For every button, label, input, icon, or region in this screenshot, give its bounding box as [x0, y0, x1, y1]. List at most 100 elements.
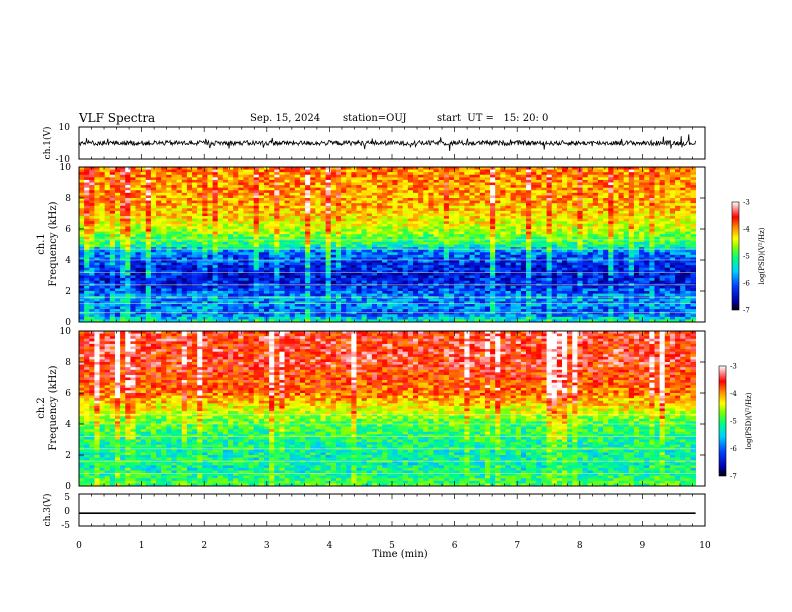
ch1-spectrogram-cell	[479, 319, 486, 323]
ch1-spectrogram-cell	[109, 192, 116, 196]
ch1-spectrogram-cell	[305, 221, 311, 225]
ch1-spectrogram-cell	[366, 254, 373, 258]
ch1-spectrogram-cell	[423, 239, 429, 243]
ch1-spectrogram-cell	[428, 280, 434, 284]
ch1-spectrogram-cell	[397, 247, 404, 251]
ch1-spectrogram-cell	[212, 239, 219, 243]
ch1-spectrogram-cell	[495, 291, 501, 294]
ch1-spectrogram-cell	[356, 244, 363, 248]
ch1-spectrogram-cell	[382, 252, 388, 256]
ch1-spectrogram-cell	[238, 267, 244, 271]
ch1-spectrogram-cell	[377, 182, 383, 186]
ch1-spectrogram-cell	[320, 257, 327, 261]
ch1-spectrogram-cell	[192, 216, 198, 220]
ch1-spectrogram-cell	[192, 252, 198, 256]
ch1-spectrogram-cell	[382, 213, 388, 217]
ch1-spectrogram-cell	[228, 167, 234, 170]
ch1-spectrogram-cell	[366, 319, 373, 323]
ch1-spectrogram-cell	[217, 275, 224, 279]
ch1-spectrogram-cell	[490, 275, 496, 279]
ch1-spectrogram-cell	[330, 244, 337, 248]
ch1-spectrogram-cell	[305, 174, 311, 178]
ch1-spectrogram-cell	[156, 234, 162, 238]
ch1-spectrogram-cell	[89, 179, 95, 183]
ch1-spectrogram-cell	[197, 169, 203, 173]
ch1-spectrogram-cell	[315, 296, 321, 300]
ch1-spectrogram-cell	[274, 179, 280, 183]
ch1-spectrogram-cell	[490, 301, 496, 305]
ch1-spectrogram-cell	[243, 288, 249, 292]
ch1-spectrogram-cell	[428, 241, 434, 245]
ch1-spectrogram-cell	[145, 303, 152, 307]
ch1-spectrogram-cell	[351, 265, 357, 269]
ch1-spectrogram-cell	[294, 309, 301, 313]
ch1-spectrogram-cell	[310, 254, 316, 258]
ch1-spectrogram-cell	[181, 252, 188, 256]
ch1-spectrogram-cell	[130, 316, 136, 320]
ch1-spectrogram-cell	[392, 296, 398, 300]
ch1-spectrogram-cell	[207, 257, 213, 261]
ch1-spectrogram-cell	[130, 182, 136, 186]
ch1-spectrogram-cell	[135, 275, 142, 279]
ch1-spectrogram-cell	[315, 192, 321, 196]
ch1-spectrogram-cell	[474, 226, 481, 230]
ch1-spectrogram-cell	[469, 192, 476, 196]
ch1-spectrogram-cell	[418, 249, 424, 253]
ch1-spectrogram-cell	[176, 247, 183, 251]
ch1-spectrogram-cell	[192, 210, 198, 214]
ch1-spectrogram-cell	[366, 298, 373, 302]
ch1-spectrogram-cell	[269, 270, 275, 274]
ch1-spectrogram-cell	[392, 278, 398, 282]
ch1-spectrogram-cell	[145, 298, 152, 302]
ch1-spectrogram-cell	[114, 229, 121, 232]
ch1-spectrogram-cell	[238, 244, 244, 248]
ch1-spectrogram-cell	[120, 270, 126, 274]
ch1-spectrogram-cell	[207, 241, 213, 245]
ch1-spectrogram-cell	[156, 221, 162, 225]
ch1-spectrogram-cell	[310, 311, 316, 315]
ch1-spectrogram-cell	[186, 278, 193, 282]
ch1-spectrogram-cell	[325, 200, 332, 204]
ch1-spectrogram-cell	[109, 239, 116, 243]
ch1-spectrogram-cell	[125, 221, 131, 225]
ch1-spectrogram-cell	[181, 231, 188, 235]
ch1-spectrogram-cell	[99, 236, 106, 240]
ch1-spectrogram-cell	[310, 187, 316, 191]
ch1-spectrogram-cell	[176, 192, 183, 196]
ch1-spectrogram-cell	[258, 218, 265, 222]
ch1-spectrogram-cell	[130, 239, 136, 243]
ch1-spectrogram-cell	[202, 316, 208, 320]
ch1-spectrogram-cell	[490, 203, 496, 207]
ch1-spectrogram-cell	[145, 291, 152, 294]
ch1-spectrogram-cell	[474, 229, 481, 232]
ch1-spectrogram-cell	[418, 185, 424, 189]
ch1-spectrogram-cell	[248, 167, 255, 170]
ch1-spectrogram-cell	[284, 291, 291, 294]
ch1-spectrogram-cell	[484, 301, 491, 305]
ch1-spectrogram-cell	[366, 179, 373, 183]
ch1-spectrogram-cell	[402, 187, 409, 191]
ch1-spectrogram-cell	[484, 229, 491, 232]
ch1-spectrogram-cell	[495, 198, 501, 201]
ch1-spectrogram-cell	[79, 208, 85, 212]
ch1-spectrogram-cell	[94, 169, 100, 173]
ch1-spectrogram-cell	[150, 226, 157, 230]
ch1-spectrogram-cell	[402, 221, 409, 225]
ch1-spectrogram-cell	[366, 218, 373, 222]
ch1-spectrogram-cell	[125, 231, 131, 235]
ch1-spectrogram-cell	[89, 298, 95, 302]
ch1-spectrogram-cell	[366, 293, 373, 297]
ch1-spectrogram-cell	[351, 223, 357, 227]
ch1-spectrogram-cell	[171, 177, 178, 181]
ch1-spectrogram-cell	[202, 198, 208, 201]
ch1-spectrogram-cell	[114, 203, 121, 207]
ch1-spectrogram-cell	[423, 298, 429, 302]
ch1-spectrogram-cell	[454, 311, 460, 315]
ch1-spectrogram-cell	[299, 192, 306, 196]
ch1-spectrogram-cell	[150, 260, 157, 263]
ch1-spectrogram-cell	[418, 303, 424, 307]
ch1-spectrogram-cell	[500, 172, 506, 176]
ch1-spectrogram-cell	[269, 223, 275, 227]
ch1-spectrogram-cell	[474, 280, 481, 284]
ch1-spectrogram-cell	[484, 167, 491, 170]
